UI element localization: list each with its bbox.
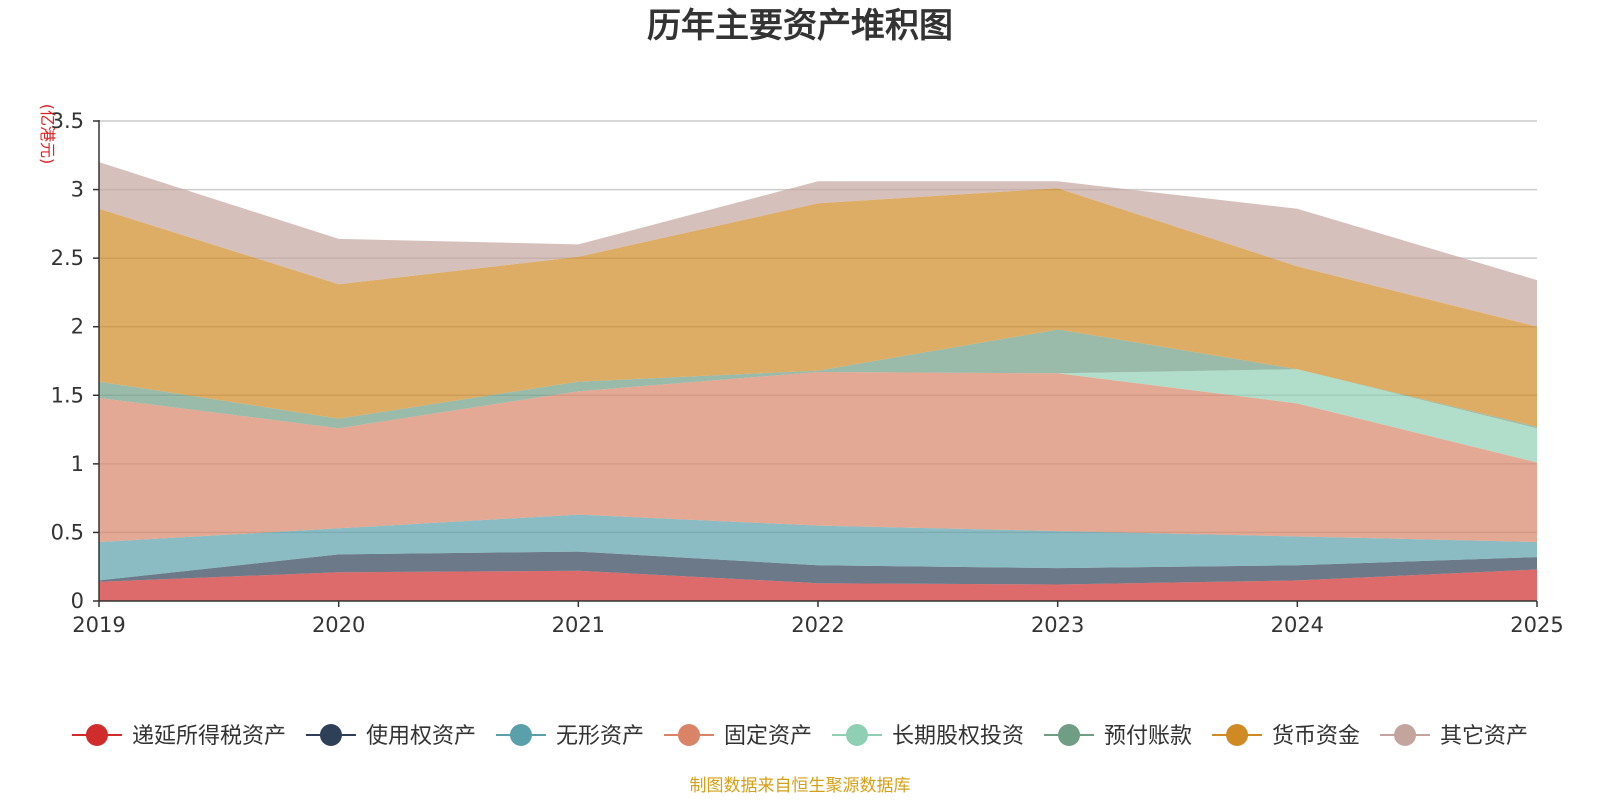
y-tick-label: 0 [71,589,84,613]
legend-circle-marker [319,724,342,746]
legend-item-8[interactable]: 其它资产 [1380,724,1528,749]
x-tick-label: 2024 [1271,613,1324,637]
y-tick-label: 3.5 [51,109,84,133]
area-series-group [99,162,1537,601]
x-tick-label: 2022 [791,613,844,637]
legend-item-6[interactable]: 预付账款 [1044,724,1192,749]
legend-label: 其它资产 [1440,724,1528,749]
legend-circle-marker [1226,724,1249,746]
y-tick-label: 1 [71,452,84,476]
legend-label: 货币资金 [1272,724,1360,749]
x-tick-label: 2025 [1510,613,1563,637]
chart-title: 历年主要资产堆积图 [647,6,953,46]
legend-item-1[interactable]: 递延所得税资产 [71,724,286,749]
area-series-6[interactable] [99,329,1537,429]
y-tick-label: 1.5 [51,383,84,407]
legend-circle-marker [1394,724,1417,746]
y-tick-label: 2.5 [51,246,84,270]
x-tick-label: 2021 [552,613,605,637]
legend-label: 递延所得税资产 [132,724,286,749]
axes: 0 0.5 1 1.5 2 2.5 3 3.5 2019 2020 2021 2022 2023 2024… [51,109,1564,637]
x-tick-label: 2019 [72,613,125,637]
legend-label: 预付账款 [1104,724,1192,749]
y-axis-unit: (亿港元) [38,104,57,165]
area-series-1[interactable] [99,569,1537,602]
legend-item-5[interactable]: 长期股权投资 [832,724,1024,749]
area-series-4[interactable] [99,372,1537,542]
y-tick-label: 0.5 [51,520,84,544]
legend-label: 无形资产 [556,724,644,749]
legend-circle-marker [85,724,108,746]
legend-item-7[interactable]: 货币资金 [1212,724,1360,749]
y-tick-label: 2 [71,315,84,339]
legend-circle-marker [846,724,868,746]
legend-label: 固定资产 [724,724,812,749]
legend-item-2[interactable]: 使用权资产 [305,724,476,749]
legend-item-3[interactable]: 无形资产 [495,724,644,749]
legend-label: 使用权资产 [366,724,476,749]
x-tick-label: 2023 [1031,613,1084,637]
legend-label: 长期股权投资 [892,724,1024,749]
source-note: 制图数据来自恒生聚源数据库 [690,776,911,796]
legend-circle-marker [509,724,532,746]
x-tick-label: 2020 [312,613,365,637]
area-series-7[interactable] [99,188,1537,427]
legend-circle-marker [677,724,700,746]
legend[interactable]: 递延所得税资产 使用权资产 无形资产 固定资产 长期股权投资 预付账款 货币资金 其它资产 [71,724,1528,749]
legend-item-4[interactable]: 固定资产 [663,724,812,749]
area-series-3[interactable] [99,514,1537,581]
legend-circle-marker [1058,724,1081,746]
area-series-8[interactable] [99,162,1537,327]
y-tick-label: 3 [71,178,84,202]
area-series-2[interactable] [99,551,1537,585]
